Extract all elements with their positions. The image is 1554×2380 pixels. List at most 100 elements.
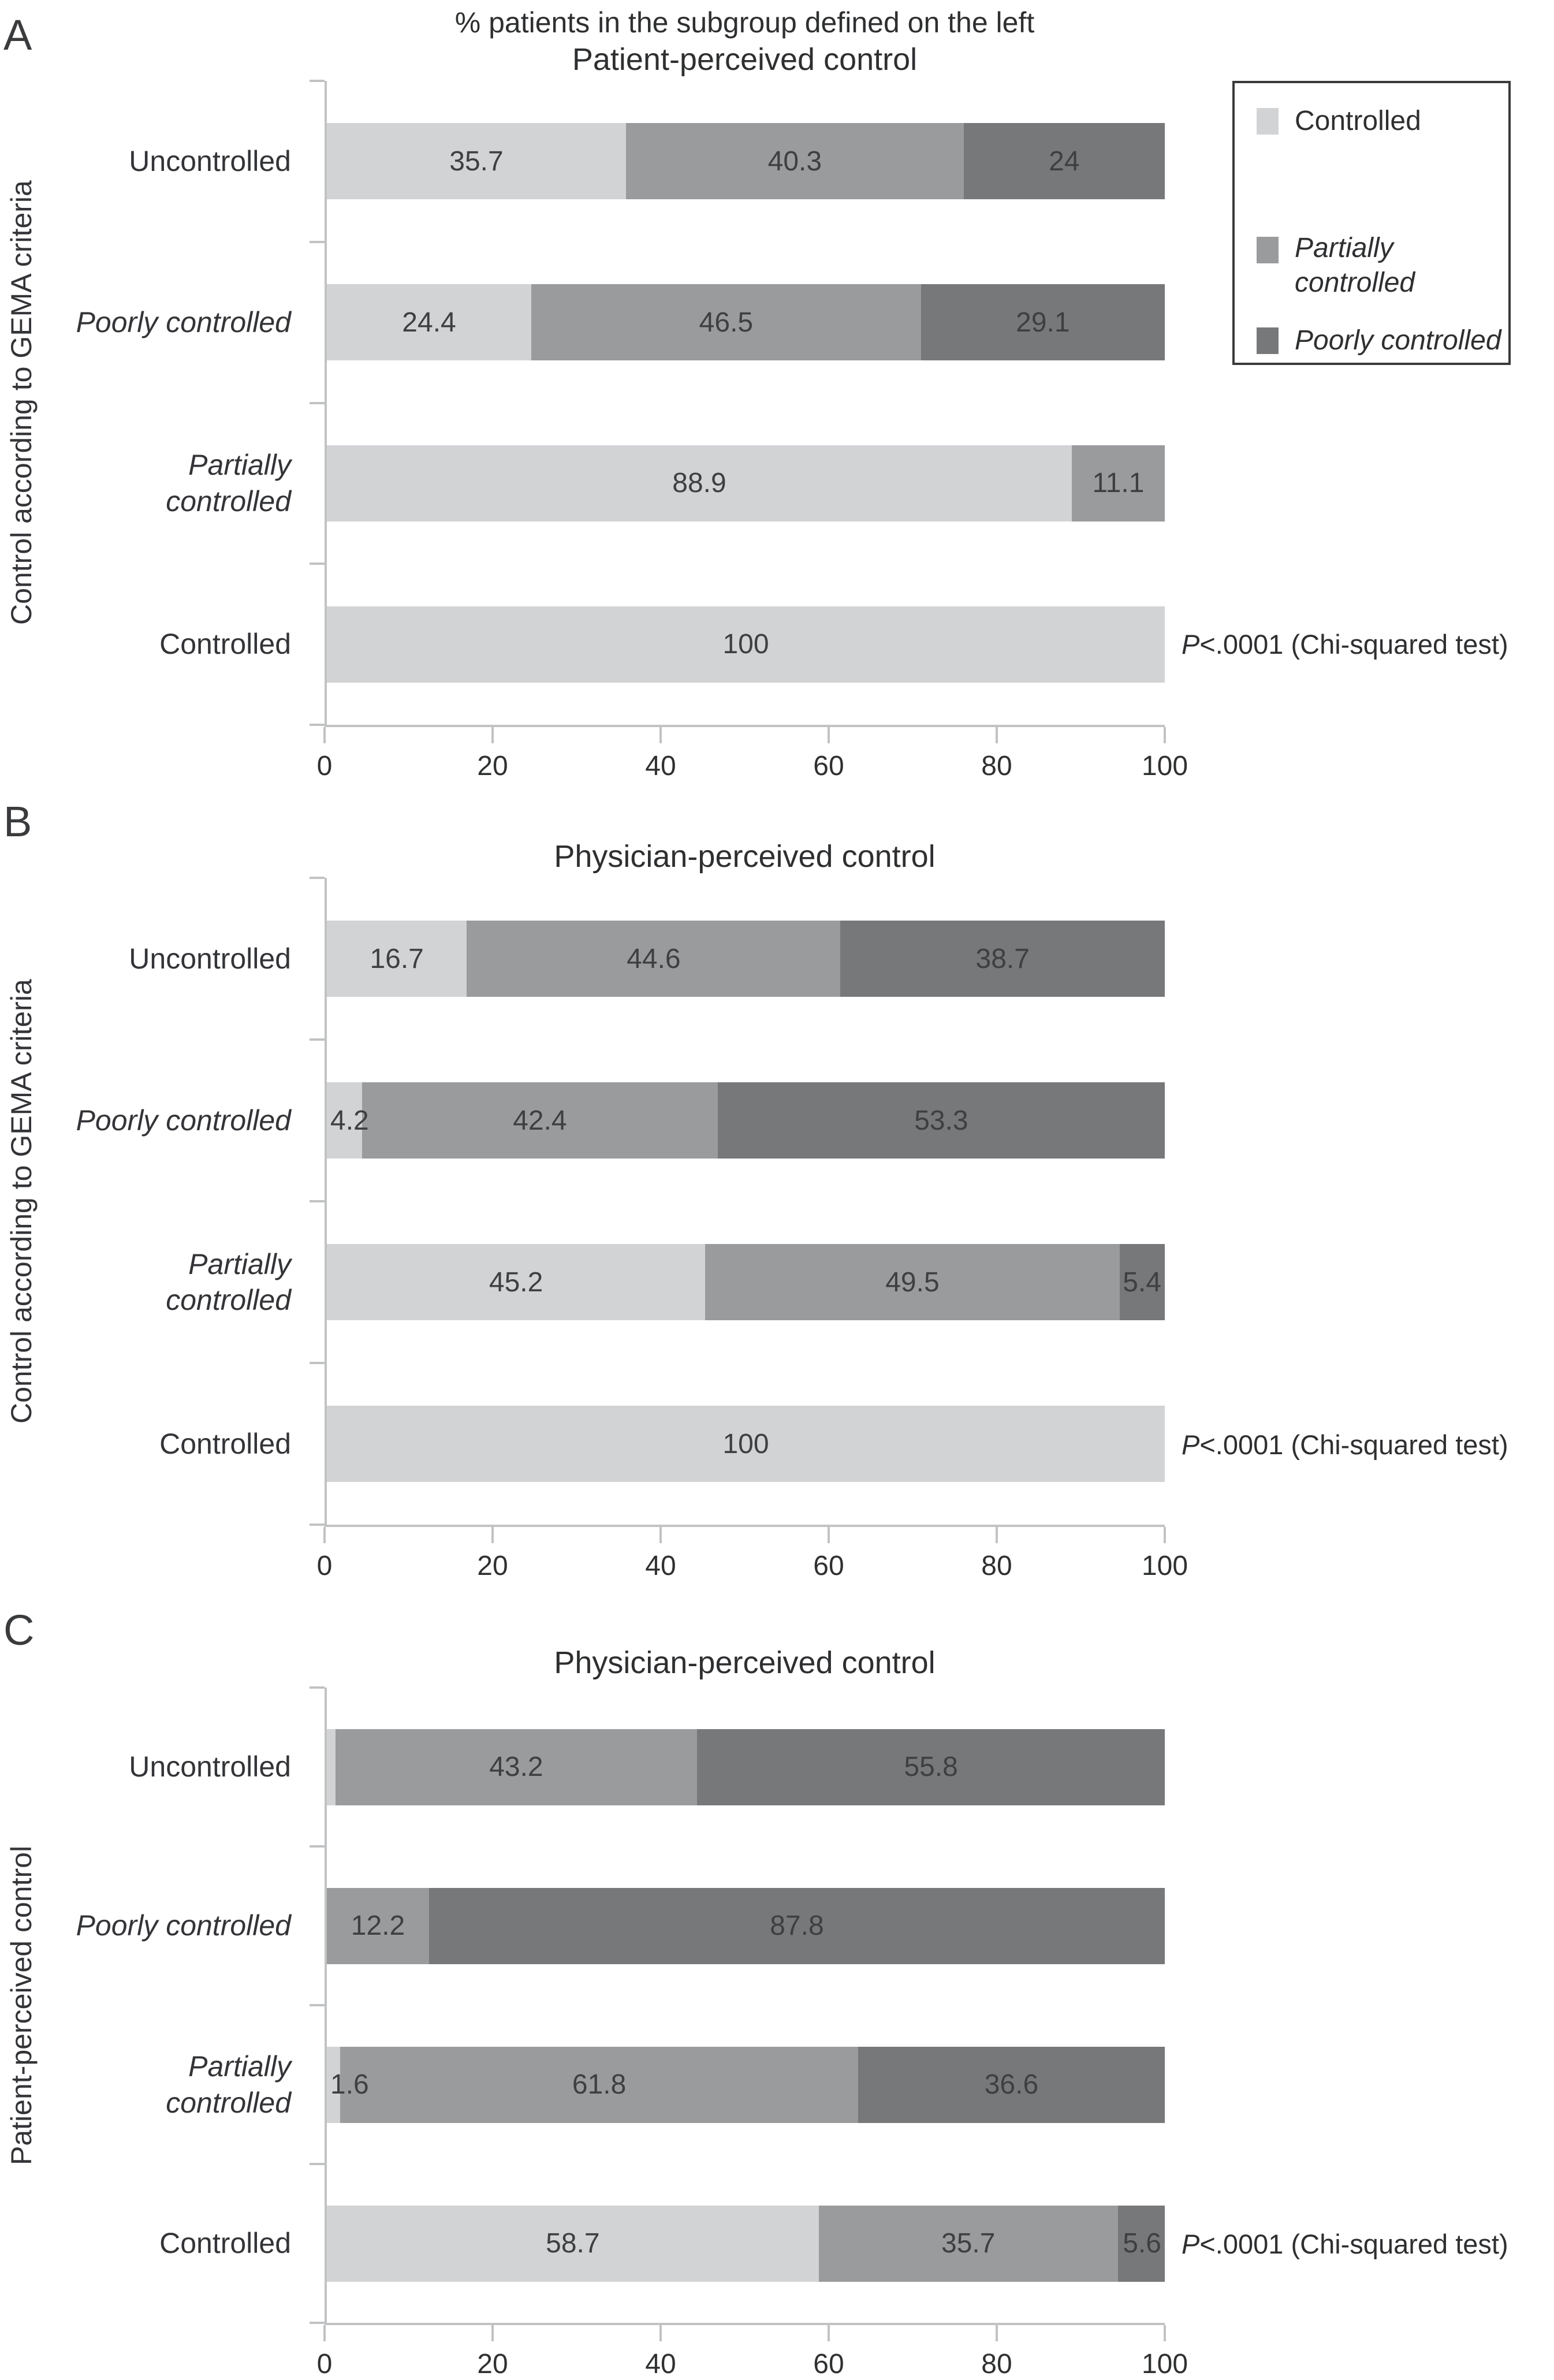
x-tick-label: 0: [316, 1551, 333, 1581]
value-label: 4.2: [330, 1105, 369, 1136]
y-axis-tick: [310, 2004, 325, 2006]
x-tick-label: 100: [1141, 751, 1188, 781]
bar-segment-partially: 43.2: [335, 1729, 698, 1805]
bar-segment-controlled: 88.9: [327, 445, 1072, 522]
category-label: Controlled: [159, 628, 291, 661]
bar-segment-controlled: [327, 1729, 336, 1805]
p-symbol: P: [1182, 629, 1200, 660]
y-axis-tick: [310, 1200, 325, 1202]
x-axis-tick: [323, 2325, 326, 2341]
value-label: 35.7: [941, 2228, 996, 2259]
value-label: 35.7: [449, 146, 504, 177]
x-axis-tick: [491, 2325, 494, 2341]
bar-segment-controlled: 100: [327, 1406, 1165, 1482]
value-label: 40.3: [767, 146, 822, 177]
x-axis: 0 20 40 60 80 100: [317, 2323, 1188, 2379]
category-label: Uncontrolled: [129, 942, 291, 975]
y-axis-tick: [310, 563, 325, 565]
x-axis-tick: [996, 2325, 998, 2341]
bar-row: 100: [327, 1363, 1165, 1525]
bar-segment-controlled: 16.7: [327, 921, 467, 997]
legend-swatch-partially: [1257, 237, 1279, 263]
x-tick-label: 20: [477, 751, 508, 781]
value-label: 100: [722, 629, 769, 660]
stacked-bar: 12.2 87.8: [327, 1887, 1165, 1964]
x-axis: 0 20 40 60 80 100: [317, 1525, 1188, 1581]
p-value-note: P<.0001 (Chi-squared test): [1182, 2228, 1508, 2260]
x-axis-tick: [996, 1527, 998, 1543]
plot-area: 16.7 44.6 38.7 4.2 42.4 53.3 45.2 49.5 5.4 100: [310, 877, 1165, 1526]
bar-segment-poorly: 36.6: [858, 2046, 1165, 2123]
stacked-bar: 100: [327, 1406, 1165, 1482]
x-tick-label: 0: [316, 751, 333, 781]
x-axis: 0 20 40 60 80 100: [317, 725, 1188, 781]
x-axis-tick: [828, 727, 830, 743]
bar-segment-controlled: 100: [327, 606, 1165, 683]
bar-segment-partially: 61.8: [340, 2046, 858, 2123]
legend-item: Controlled: [1257, 104, 1421, 139]
x-tick-label: 60: [813, 2349, 844, 2379]
bar-segment-partially: 44.6: [467, 921, 841, 997]
panel-letter: A: [3, 11, 32, 59]
bar-row: 58.7 35.7 5.6: [327, 2164, 1165, 2323]
value-label: 12.2: [351, 1910, 405, 1941]
category-labels: Uncontrolled Poorly controlled Partially c…: [0, 878, 307, 1525]
x-axis-tick: [491, 1527, 494, 1543]
panel-title: Physician-perceived control: [554, 839, 936, 874]
bar-segment-controlled: 24.4: [327, 284, 532, 361]
stacked-bar: 1.6 61.8 36.6: [327, 2046, 1165, 2123]
x-tick-label: 0: [316, 2349, 333, 2379]
p-symbol: P: [1182, 2229, 1200, 2259]
bar-row: 24.4 46.5 29.1: [327, 242, 1165, 403]
x-tick-label: 100: [1141, 1551, 1188, 1581]
bar-row: 100: [327, 564, 1165, 725]
x-tick-label: 60: [813, 1551, 844, 1581]
panel-letter: C: [3, 1606, 35, 1654]
p-text: <.0001 (Chi-squared test): [1199, 1429, 1508, 1460]
y-axis-tick: [310, 2322, 325, 2324]
category-label: Uncontrolled: [129, 1750, 291, 1783]
x-axis-tick: [323, 1527, 326, 1543]
y-axis-tick: [310, 877, 325, 879]
value-label: 43.2: [489, 1752, 543, 1782]
panel-a: A % patients in the subgroup defined on …: [0, 0, 1554, 792]
value-label: 38.7: [975, 943, 1030, 974]
stacked-bar: 43.2 55.8: [327, 1729, 1165, 1805]
stacked-bar: 88.9 11.1: [327, 445, 1165, 522]
panel-letter: B: [3, 798, 32, 846]
category-label: Controlled: [159, 1427, 291, 1460]
y-axis-tick: [310, 80, 325, 82]
value-label: 55.8: [904, 1752, 958, 1782]
plot-area: 43.2 55.8 12.2 87.8 1.6 61.8 36.6 58.7 35.7 5.6: [310, 1686, 1165, 2324]
bar-row: 88.9 11.1: [327, 403, 1165, 564]
y-axis-tick: [310, 240, 325, 243]
category-label: Poorly controlled: [76, 1909, 291, 1942]
x-tick-label: 100: [1141, 2349, 1188, 2379]
x-axis-tick: [1164, 727, 1166, 743]
bar-segment-poorly: 5.4: [1119, 1244, 1165, 1320]
legend-label: Poorly controlled: [1295, 325, 1501, 356]
x-axis-tick: [659, 2325, 662, 2341]
category-label: Partially controlled: [166, 1247, 291, 1317]
legend-label: Controlled: [1295, 106, 1421, 136]
stacked-bar: 24.4 46.5 29.1: [327, 284, 1165, 361]
value-label: 53.3: [914, 1105, 968, 1136]
value-label: 58.7: [546, 2228, 600, 2259]
bar-segment-controlled: 4.2: [327, 1082, 369, 1159]
bar-segment-partially: 46.5: [531, 284, 921, 361]
value-label: 1.6: [330, 2069, 369, 2100]
value-label: 16.7: [370, 943, 424, 974]
stacked-bar: 35.7 40.3 24: [327, 123, 1165, 200]
panel-c: C Physician-perceived control Patient-pe…: [0, 1601, 1554, 2380]
p-text: <.0001 (Chi-squared test): [1199, 2229, 1508, 2259]
category-label: Controlled: [159, 2227, 291, 2260]
x-axis-tick: [323, 727, 326, 743]
bar-segment-partially: 42.4: [362, 1082, 718, 1159]
x-tick-label: 40: [645, 2349, 676, 2379]
y-axis-tick: [310, 1845, 325, 1848]
value-label: 87.8: [770, 1910, 824, 1941]
stacked-bar: 100: [327, 606, 1165, 683]
x-tick-label: 20: [477, 1551, 508, 1581]
x-tick-label: 20: [477, 2349, 508, 2379]
x-axis-tick: [1164, 1527, 1166, 1543]
